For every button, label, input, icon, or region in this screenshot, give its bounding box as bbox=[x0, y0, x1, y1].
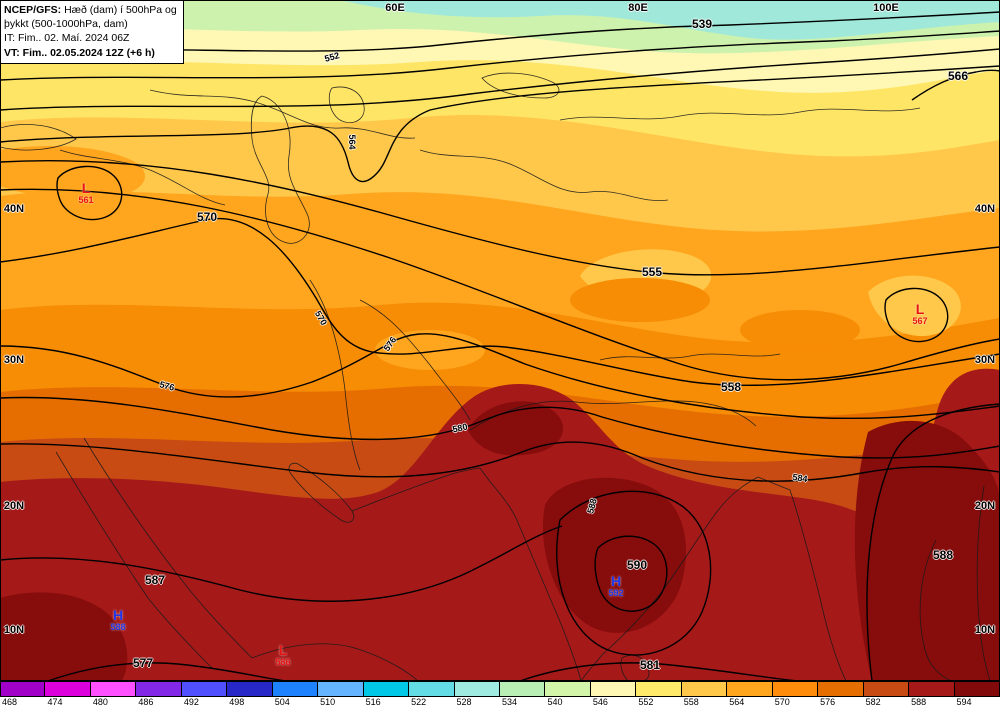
colorbar-segment: 468 bbox=[0, 681, 46, 709]
colorbar-swatch bbox=[318, 681, 364, 697]
colorbar-swatch bbox=[681, 681, 728, 697]
colorbar-swatch bbox=[136, 681, 182, 697]
colorbar-segment: 546 bbox=[590, 681, 637, 709]
colorbar-swatch bbox=[636, 681, 682, 697]
valid-time: VT: Fim.. 02.05.2024 12Z (+6 h) bbox=[4, 46, 155, 59]
colorbar-swatch bbox=[363, 681, 410, 697]
colorbar-value: 558 bbox=[683, 697, 699, 707]
colorbar-swatch bbox=[909, 681, 955, 697]
height-contours bbox=[0, 11, 1000, 681]
colorbar-swatch bbox=[954, 681, 1000, 697]
colorbar-value: 540 bbox=[547, 697, 563, 707]
colorbar-swatch bbox=[181, 681, 228, 697]
colorbar-value: 480 bbox=[92, 697, 108, 707]
colorbar-segment: 540 bbox=[545, 681, 591, 709]
colorbar-value: 522 bbox=[411, 697, 427, 707]
colorbar-segment: 570 bbox=[772, 681, 819, 709]
colorbar-segment: 498 bbox=[227, 681, 273, 709]
title-line-2: þykkt (500-1000hPa, dam) bbox=[4, 18, 128, 31]
colorbar-segment: 594 bbox=[954, 681, 1000, 709]
colorbar-segment: 534 bbox=[499, 681, 546, 709]
colorbar-swatch bbox=[727, 681, 773, 697]
colorbar-swatch bbox=[227, 681, 273, 697]
colorbar-value: 588 bbox=[911, 697, 927, 707]
colorbar-swatch bbox=[0, 681, 46, 697]
colorbar-segment: 510 bbox=[318, 681, 364, 709]
colorbar-segment: 480 bbox=[90, 681, 137, 709]
colorbar-segment: 474 bbox=[45, 681, 91, 709]
colorbar-value: 468 bbox=[2, 697, 18, 707]
colorbar-value: 492 bbox=[183, 697, 199, 707]
colorbar-swatch bbox=[818, 681, 864, 697]
colorbar-value: 570 bbox=[774, 697, 790, 707]
colorbar-value: 510 bbox=[320, 697, 336, 707]
colorbar-swatch bbox=[90, 681, 137, 697]
colorbar-swatch bbox=[590, 681, 637, 697]
colorbar-segment: 576 bbox=[818, 681, 864, 709]
init-time: IT: Fim.. 02. Maí. 2024 06Z bbox=[4, 32, 130, 45]
colorbar-swatch bbox=[863, 681, 910, 697]
model-name: NCEP/GFS: bbox=[4, 4, 62, 16]
colorbar-value: 546 bbox=[592, 697, 608, 707]
title-line-1: NCEP/GFS: Hæð (dam) í 500hPa og bbox=[4, 3, 177, 17]
thickness-fill-bands bbox=[0, 0, 1000, 681]
colorbar-segment: 582 bbox=[863, 681, 910, 709]
colorbar-swatch bbox=[499, 681, 546, 697]
colorbar-swatch bbox=[272, 681, 319, 697]
title-box: NCEP/GFS: Hæð (dam) í 500hPa og þykkt (5… bbox=[0, 0, 184, 64]
colorbar-value: 576 bbox=[820, 697, 836, 707]
product-name: Hæð (dam) í 500hPa og bbox=[64, 4, 177, 16]
colorbar-segment: 558 bbox=[681, 681, 728, 709]
colorbar-value: 504 bbox=[274, 697, 290, 707]
colorbar-segment: 516 bbox=[363, 681, 410, 709]
colorbar-segment: 492 bbox=[181, 681, 228, 709]
coastlines-borders bbox=[0, 72, 991, 681]
colorbar-segment: 486 bbox=[136, 681, 182, 709]
colorbar-segment: 564 bbox=[727, 681, 773, 709]
colorbar-swatch bbox=[545, 681, 591, 697]
colorbar-segment: 528 bbox=[454, 681, 500, 709]
colorbar-value: 528 bbox=[456, 697, 472, 707]
colorbar-swatch bbox=[45, 681, 91, 697]
colorbar-value: 534 bbox=[501, 697, 518, 707]
colorbar-value: 498 bbox=[229, 697, 245, 707]
colorbar-value: 594 bbox=[956, 697, 972, 707]
colorbar-value: 486 bbox=[138, 697, 154, 707]
colorbar-segment: 522 bbox=[409, 681, 455, 709]
colorbar-value: 582 bbox=[865, 697, 881, 707]
map-area: 60E 80E 100E 40N 30N 20N 10N 40N 30N 20N 10N 539 56… bbox=[0, 0, 1000, 681]
map-graphic bbox=[0, 0, 1000, 681]
colorbar-value: 564 bbox=[729, 697, 745, 707]
colorbar-segment: 552 bbox=[636, 681, 682, 709]
colorbar-swatch bbox=[772, 681, 819, 697]
colorbar-value: 474 bbox=[47, 697, 63, 707]
colorbar-segment: 588 bbox=[909, 681, 955, 709]
colorbar-value: 552 bbox=[638, 697, 654, 707]
colorbar-swatch bbox=[454, 681, 500, 697]
colorbar-legend: 468 474 480 486 492 498 504 510 516 522 528 534 540 5… bbox=[0, 681, 1000, 709]
colorbar-swatch bbox=[409, 681, 455, 697]
colorbar-value: 516 bbox=[365, 697, 381, 707]
colorbar-segment: 504 bbox=[272, 681, 319, 709]
